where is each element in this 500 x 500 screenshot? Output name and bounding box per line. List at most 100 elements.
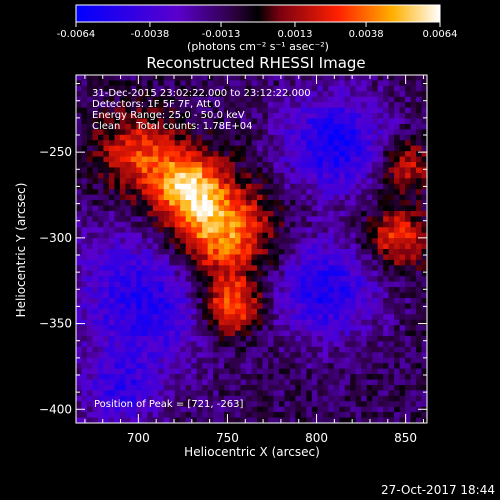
heatmap-cell xyxy=(262,330,269,337)
heatmap-cell xyxy=(344,341,351,348)
heatmap-cell xyxy=(333,254,340,261)
heatmap-cell xyxy=(273,129,280,136)
heatmap-cell xyxy=(202,249,208,255)
heatmap-cell xyxy=(147,352,154,359)
heatmap-cell xyxy=(377,270,384,277)
heatmap-cell xyxy=(399,183,406,190)
heatmap-cell xyxy=(191,75,197,81)
heatmap-cell xyxy=(130,384,137,391)
heatmap-cell xyxy=(169,172,176,179)
heatmap-cell xyxy=(410,210,417,217)
heatmap-cell xyxy=(251,412,258,418)
heatmap-cell xyxy=(300,330,307,337)
heatmap-cell xyxy=(322,357,329,364)
heatmap-cell xyxy=(317,129,324,136)
heatmap-cell xyxy=(267,406,274,413)
heatmap-cell xyxy=(278,265,285,272)
heatmap-cell xyxy=(317,162,324,168)
heatmap-cell xyxy=(114,210,121,217)
heatmap-cell xyxy=(273,172,280,179)
heatmap-cell xyxy=(213,384,219,391)
heatmap-cell xyxy=(103,85,110,92)
heatmap-cell xyxy=(289,178,296,185)
heatmap-cell xyxy=(339,276,346,282)
heatmap-cell xyxy=(130,118,137,125)
heatmap-cell xyxy=(322,384,329,391)
heatmap-cell xyxy=(405,336,411,342)
heatmap-cell xyxy=(394,308,400,315)
heatmap-cell xyxy=(262,346,269,353)
heatmap-cell xyxy=(350,243,356,250)
heatmap-cell xyxy=(218,162,225,168)
heatmap-cell xyxy=(86,162,93,168)
heatmap-cell xyxy=(125,243,132,250)
heatmap-cell xyxy=(377,156,384,163)
heatmap-cell xyxy=(202,189,208,195)
heatmap-cell xyxy=(76,276,82,282)
heatmap-cell xyxy=(306,395,313,402)
heatmap-cell xyxy=(141,123,148,130)
heatmap-cell xyxy=(262,118,269,125)
heatmap-cell xyxy=(108,352,115,359)
heatmap-cell xyxy=(328,259,335,266)
heatmap-cell xyxy=(322,287,329,293)
heatmap-cell xyxy=(317,379,324,386)
heatmap-cell xyxy=(394,162,400,168)
heatmap-cell xyxy=(328,379,335,386)
heatmap-cell xyxy=(344,325,351,331)
heatmap-cell xyxy=(372,346,378,353)
heatmap-cell xyxy=(289,368,296,375)
heatmap-cell xyxy=(191,259,197,266)
heatmap-cell xyxy=(141,357,148,364)
heatmap-cell xyxy=(317,249,324,255)
heatmap-cell xyxy=(229,287,236,293)
heatmap-cell xyxy=(92,336,99,342)
heatmap-cell xyxy=(383,189,389,195)
heatmap-cell xyxy=(416,96,422,103)
heatmap-cell xyxy=(213,216,219,223)
heatmap-cell xyxy=(86,374,93,380)
heatmap-cell xyxy=(130,189,137,195)
heatmap-cell xyxy=(169,346,176,353)
heatmap-cell xyxy=(289,140,296,146)
heatmap-cell xyxy=(317,287,324,293)
heatmap-cell xyxy=(119,75,126,81)
heatmap-cell xyxy=(328,390,335,397)
heatmap-cell xyxy=(92,281,99,288)
heatmap-cell xyxy=(141,243,148,250)
heatmap-cell xyxy=(97,265,104,272)
heatmap-cell xyxy=(174,265,181,272)
heatmap-cell xyxy=(207,113,214,119)
heatmap-cell xyxy=(130,341,137,348)
heatmap-cell xyxy=(361,118,367,125)
heatmap-cell xyxy=(108,314,115,320)
heatmap-cell xyxy=(163,162,170,168)
heatmap-cell xyxy=(267,96,274,103)
heatmap-cell xyxy=(130,363,137,369)
heatmap-cell xyxy=(355,330,362,337)
heatmap-cell xyxy=(350,113,356,119)
heatmap-cell xyxy=(86,406,93,413)
heatmap-cell xyxy=(141,270,148,277)
heatmap-cell xyxy=(191,374,197,380)
heatmap-cell xyxy=(191,417,197,424)
heatmap-cell xyxy=(284,210,291,217)
heatmap-cell xyxy=(119,172,126,179)
heatmap-cell xyxy=(185,194,192,201)
heatmap-cell xyxy=(399,123,406,130)
heatmap-cell xyxy=(191,200,197,206)
heatmap-cell xyxy=(246,113,252,119)
heatmap-cell xyxy=(152,123,159,130)
heatmap-cell xyxy=(86,194,93,201)
heatmap-cell xyxy=(306,265,313,272)
heatmap-cell xyxy=(202,303,208,310)
heatmap-cell xyxy=(119,308,126,315)
heatmap-cell xyxy=(289,249,296,255)
heatmap-cell xyxy=(372,172,378,179)
heatmap-cell xyxy=(262,210,269,217)
heatmap-cell xyxy=(240,319,247,326)
heatmap-cell xyxy=(322,232,329,239)
heatmap-cell xyxy=(163,281,170,288)
heatmap-cell xyxy=(92,85,99,92)
heatmap-cell xyxy=(141,401,148,407)
